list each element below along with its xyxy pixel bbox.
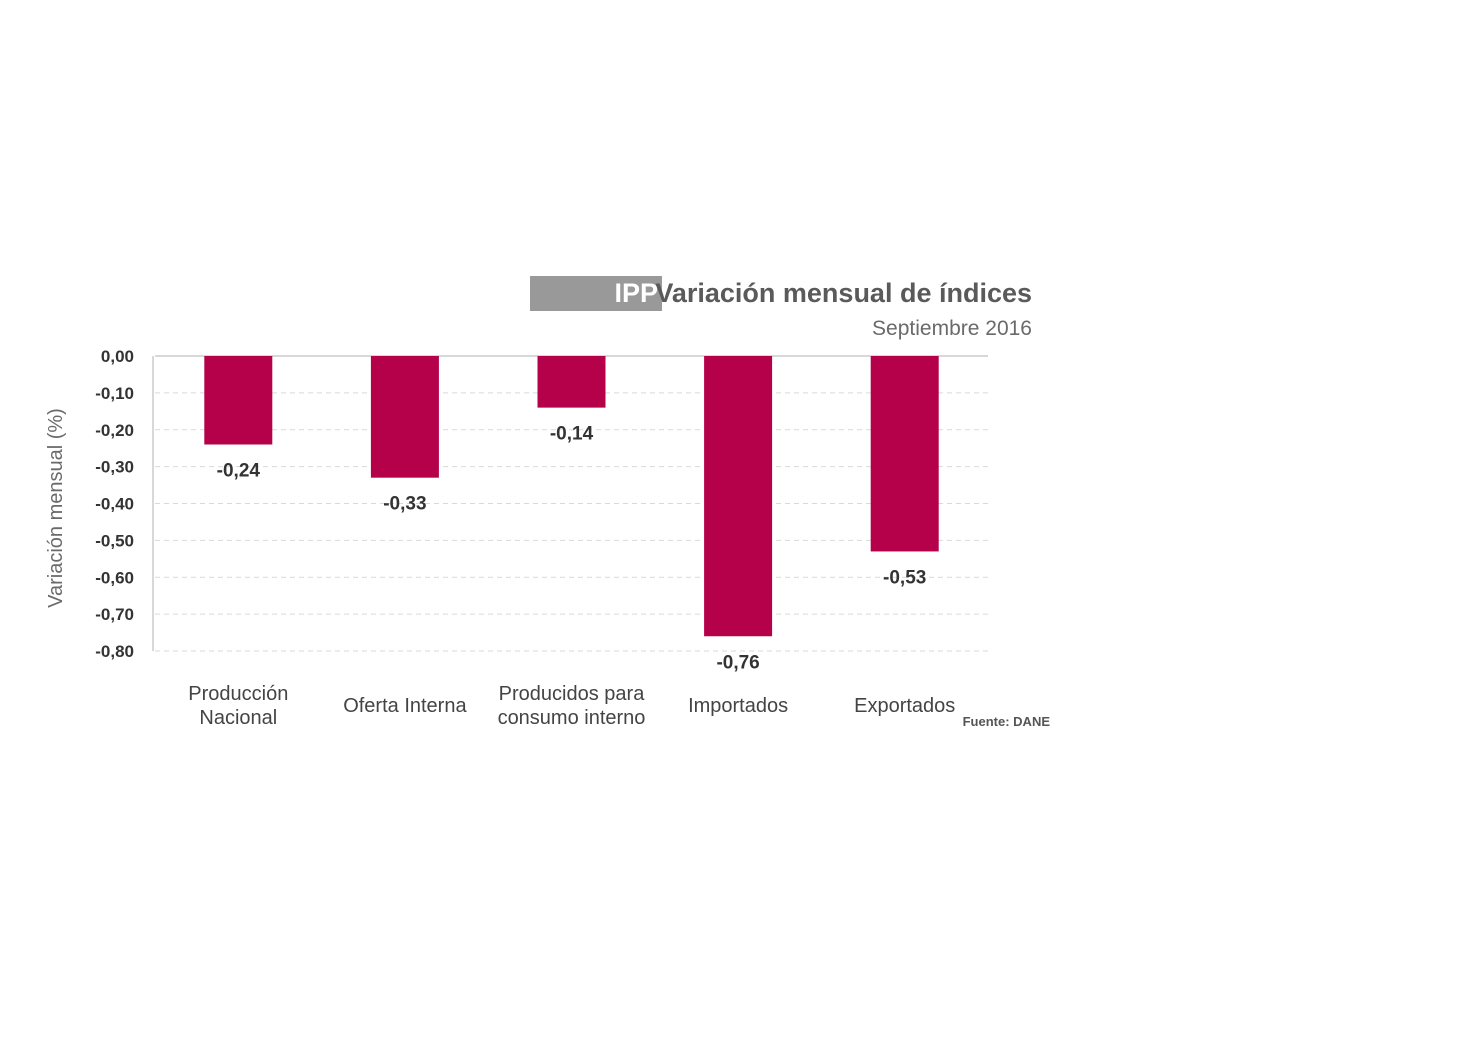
bar: [704, 356, 773, 637]
data-label: -0,14: [550, 424, 594, 445]
y-tick-label: -0,50: [95, 531, 134, 550]
title-badge: [530, 276, 662, 311]
y-tick-label: -0,60: [95, 568, 134, 587]
category-label: Producción Nacional: [188, 683, 288, 729]
y-tick-label: -0,70: [95, 605, 134, 624]
y-tick-label: -0,80: [95, 642, 134, 661]
bars: [204, 356, 939, 637]
bar: [370, 356, 439, 478]
y-tick-label: -0,10: [95, 384, 134, 403]
data-labels: -0,24 -0,33 -0,14 -0,76 -0,53: [217, 424, 927, 674]
data-label: -0,53: [883, 567, 926, 588]
bar: [204, 356, 273, 445]
data-label: -0,76: [716, 652, 759, 673]
y-tick-label: -0,30: [95, 458, 134, 477]
data-label: -0,33: [383, 494, 426, 515]
source-note: Fuente: DANE: [963, 714, 1051, 729]
y-tick-label: 0,00: [101, 347, 134, 366]
chart-subtitle: Septiembre 2016: [872, 317, 1032, 340]
y-tick-label: -0,20: [95, 421, 134, 440]
category-label: Producidos para consumo interno: [498, 683, 646, 729]
title-badge-text: IPP: [614, 278, 658, 308]
bar: [870, 356, 939, 552]
y-tick-label: -0,40: [95, 495, 134, 514]
category-labels: Producción Nacional Oferta Interna Producid…: [188, 683, 955, 729]
chart-title: Variación mensual de índices: [655, 278, 1032, 308]
bar: [537, 356, 606, 408]
category-label: Importados: [688, 695, 788, 717]
y-axis-label: Variación mensual (%): [45, 408, 67, 608]
data-label: -0,24: [217, 461, 261, 482]
category-label: Oferta Interna: [343, 695, 467, 717]
y-tick-labels: 0,00 -0,10 -0,20 -0,30 -0,40 -0,50 -0,60 -0,70 -…: [95, 347, 134, 661]
category-label: Exportados: [854, 695, 955, 717]
